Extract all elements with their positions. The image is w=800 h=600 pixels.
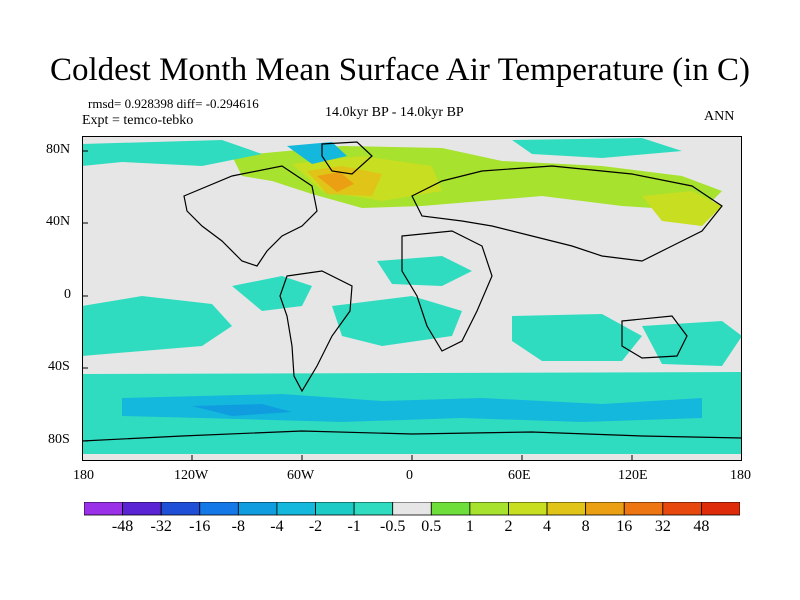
colorbar-swatch <box>276 502 316 516</box>
west-pacific-cool-patch <box>642 321 742 366</box>
colorbar-label: 16 <box>616 518 633 535</box>
lat-label-80n: 80N <box>46 142 71 157</box>
season-label: ANN <box>704 109 735 124</box>
colorbar-label: 2 <box>504 518 513 535</box>
north-atlantic-warm-max <box>317 172 354 192</box>
coastline-australia <box>621 315 688 359</box>
coastline-greenland <box>321 141 373 175</box>
colorbar-swatch <box>701 502 740 516</box>
colorbar-swatch <box>662 502 702 516</box>
indian-ocean-cool-patch <box>512 314 642 361</box>
south-pacific-cool-patch <box>82 296 232 356</box>
colorbar-swatch <box>353 502 394 516</box>
colorbar-label: 32 <box>654 518 671 535</box>
colorbar-swatch <box>430 502 471 516</box>
north-pacific-warm-patch <box>642 191 722 226</box>
colorbar-label: -8 <box>231 518 246 535</box>
lon-label-180w: 180 <box>73 468 94 483</box>
colorbar-swatch <box>392 502 432 516</box>
lon-label-120w: 120W <box>174 468 209 483</box>
lon-label-60w: 60W <box>287 468 315 483</box>
colorbar-swatch <box>508 502 548 516</box>
colorbar-label: 8 <box>581 518 590 535</box>
color-legend-bar <box>84 502 740 516</box>
tropical-atlantic-cool-patch <box>377 256 472 286</box>
colorbar-label: -48 <box>111 518 134 535</box>
lat-ticks <box>82 150 88 442</box>
lon-label-120e: 120E <box>618 468 648 483</box>
arctic-cool-patch <box>82 140 262 166</box>
colorbar-label: -1 <box>347 518 361 535</box>
coastline-europe-asia <box>411 165 723 262</box>
coastlines <box>82 141 742 442</box>
lat-label-0: 0 <box>64 287 71 302</box>
colorbar-swatch <box>199 502 239 516</box>
colorbar-label: -4 <box>270 518 284 535</box>
lon-label-0: 0 <box>406 468 413 483</box>
chart-title: Coldest Month Mean Surface Air Temperatu… <box>50 52 750 88</box>
coastline-africa <box>401 230 493 352</box>
colorbar-swatch <box>546 502 587 516</box>
colorbar-label: 0.5 <box>421 518 442 535</box>
colorbar-swatch <box>315 502 355 516</box>
colorbar-label: 48 <box>693 518 710 535</box>
colorbar-swatch <box>160 502 201 516</box>
southern-ocean-cool-strong <box>192 404 292 416</box>
period-label: 14.0kyr BP - 14.0kyr BP <box>325 105 464 120</box>
coastline-antarctica <box>82 430 742 442</box>
colorbar-label: -0.5 <box>380 518 406 535</box>
colorbar-label: -16 <box>189 518 211 535</box>
lat-label-40s: 40S <box>48 359 70 374</box>
temperature-map <box>82 136 742 461</box>
southern-ocean-cool-core <box>122 394 702 422</box>
antarctic-coast-cool <box>82 434 742 454</box>
colorbar-swatch <box>469 502 509 516</box>
lat-label-80s: 80S <box>48 432 70 447</box>
colorbar-label: -2 <box>308 518 323 535</box>
colorbar-swatch <box>585 502 625 516</box>
south-atlantic-cool-patch <box>332 296 462 346</box>
colorbar-label: -32 <box>150 518 172 535</box>
lon-label-180e: 180 <box>730 468 751 483</box>
colorbar-label: 4 <box>543 518 552 535</box>
lon-ticks <box>82 455 742 461</box>
coastline-south-america <box>279 270 353 393</box>
coastline-north-america <box>183 165 318 267</box>
colorbar-swatch <box>237 502 278 516</box>
colorbar-label: 1 <box>465 518 474 535</box>
colorbar-swatch <box>623 502 664 516</box>
east-pacific-cool-patch <box>232 276 312 311</box>
experiment-label: Expt = temco-tebko <box>82 113 194 128</box>
colorbar-swatch <box>84 502 123 516</box>
rmsd-diff-label: rmsd= 0.928398 diff= -0.294616 <box>88 96 259 111</box>
arctic-cool-patch-east <box>512 138 682 158</box>
greenland-cool-patch <box>287 142 347 164</box>
lat-label-40n: 40N <box>46 214 71 229</box>
lon-label-60e: 60E <box>508 468 531 483</box>
colorbar-swatch <box>122 502 162 516</box>
